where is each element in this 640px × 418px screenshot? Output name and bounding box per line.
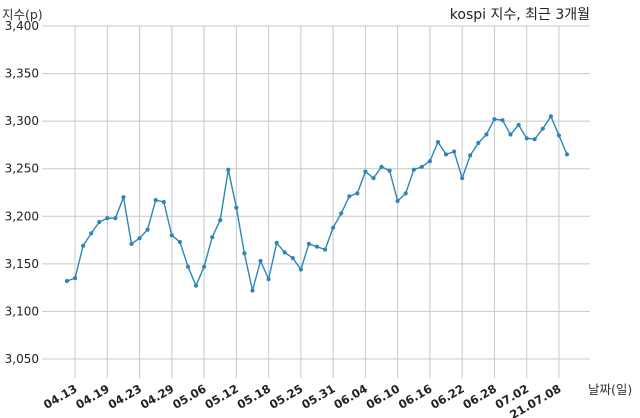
x-tick-label: 04.29 bbox=[138, 381, 177, 411]
data-point bbox=[193, 283, 199, 288]
data-point bbox=[500, 118, 505, 123]
x-tick-label: 05.18 bbox=[235, 381, 274, 411]
data-point bbox=[484, 132, 489, 137]
data-point bbox=[226, 167, 231, 172]
data-point bbox=[250, 288, 255, 293]
data-point bbox=[452, 149, 457, 154]
y-axis-ticks: 3,050 3,100 3,150 3,200 3,250 3,300 3,350 3,400 bbox=[5, 19, 39, 366]
data-point bbox=[540, 126, 545, 131]
data-point bbox=[145, 227, 150, 232]
data-point bbox=[355, 191, 360, 196]
data-point bbox=[105, 216, 110, 221]
data-point bbox=[81, 243, 86, 248]
data-point bbox=[169, 233, 174, 238]
x-tick-label: 04.23 bbox=[106, 381, 145, 411]
x-tick-label: 04.19 bbox=[73, 381, 112, 411]
data-point bbox=[306, 241, 311, 246]
data-point bbox=[468, 153, 473, 158]
data-point bbox=[371, 176, 376, 181]
y-tick-label: 3,350 bbox=[5, 67, 39, 81]
data-point bbox=[492, 117, 497, 122]
data-point bbox=[274, 240, 279, 245]
data-point bbox=[314, 244, 320, 249]
data-point bbox=[403, 191, 408, 196]
data-point bbox=[460, 176, 465, 181]
data-point bbox=[161, 199, 166, 205]
data-point bbox=[435, 140, 441, 145]
data-point bbox=[266, 277, 271, 282]
data-point bbox=[548, 114, 554, 119]
data-point bbox=[395, 198, 400, 204]
data-point bbox=[121, 195, 126, 200]
data-point bbox=[331, 225, 336, 230]
data-point bbox=[129, 241, 134, 246]
data-point bbox=[443, 152, 449, 157]
data-point bbox=[234, 205, 239, 210]
x-axis-label: 날짜(일) bbox=[588, 382, 632, 397]
series-line bbox=[66, 115, 568, 292]
data-point bbox=[532, 137, 537, 142]
y-tick-label: 3,250 bbox=[5, 162, 39, 176]
data-point bbox=[516, 122, 521, 127]
series-kospi bbox=[64, 114, 570, 293]
data-point bbox=[427, 159, 432, 164]
data-point bbox=[476, 140, 481, 146]
x-axis-ticks: 04.1304.1904.2304.2905.0605.1205.1805.25… bbox=[41, 381, 563, 418]
data-point bbox=[556, 133, 562, 138]
data-point bbox=[323, 247, 328, 252]
x-tick-label: 06.16 bbox=[396, 381, 435, 411]
y-tick-label: 3,300 bbox=[5, 114, 39, 128]
data-point bbox=[153, 198, 158, 203]
x-tick-label: 05.06 bbox=[170, 381, 209, 411]
data-point bbox=[113, 216, 118, 221]
grid-lines bbox=[42, 25, 590, 378]
x-tick-label: 06.04 bbox=[331, 381, 370, 411]
data-point bbox=[210, 235, 215, 240]
x-tick-label: 05.12 bbox=[202, 381, 241, 411]
x-tick-label: 04.13 bbox=[41, 381, 80, 411]
y-tick-label: 3,150 bbox=[5, 257, 39, 271]
data-point bbox=[185, 264, 191, 269]
y-tick-label: 3,400 bbox=[5, 19, 39, 33]
chart-title: kospi 지수, 최근 3개월 bbox=[450, 7, 590, 23]
data-point bbox=[64, 278, 70, 284]
data-point bbox=[218, 218, 223, 223]
data-point bbox=[282, 250, 287, 255]
data-point bbox=[379, 164, 384, 169]
data-point bbox=[387, 168, 392, 173]
data-point bbox=[298, 267, 303, 272]
data-point bbox=[411, 167, 416, 172]
data-point bbox=[97, 219, 102, 225]
x-tick-label: 06.22 bbox=[428, 381, 467, 411]
data-point bbox=[339, 211, 344, 216]
data-point bbox=[419, 164, 424, 169]
x-tick-label: 06.10 bbox=[364, 381, 403, 411]
data-point bbox=[242, 251, 247, 256]
data-point bbox=[258, 258, 263, 264]
data-point bbox=[202, 264, 207, 269]
data-point bbox=[137, 236, 142, 241]
x-tick-label: 05.25 bbox=[267, 381, 306, 411]
y-tick-label: 3,200 bbox=[5, 209, 39, 223]
data-point bbox=[177, 239, 182, 245]
y-axis-label: 지수(p) bbox=[2, 7, 43, 22]
data-point bbox=[290, 256, 295, 261]
data-point bbox=[347, 194, 352, 199]
data-point bbox=[89, 231, 94, 236]
x-tick-label: 06.28 bbox=[460, 381, 499, 411]
data-point bbox=[508, 132, 513, 137]
x-tick-label: 05.31 bbox=[299, 381, 338, 411]
data-point bbox=[524, 136, 529, 141]
data-point bbox=[564, 152, 570, 157]
y-tick-label: 3,100 bbox=[5, 304, 39, 318]
y-tick-label: 3,050 bbox=[5, 352, 39, 366]
data-point bbox=[73, 276, 78, 281]
data-point bbox=[363, 169, 368, 174]
